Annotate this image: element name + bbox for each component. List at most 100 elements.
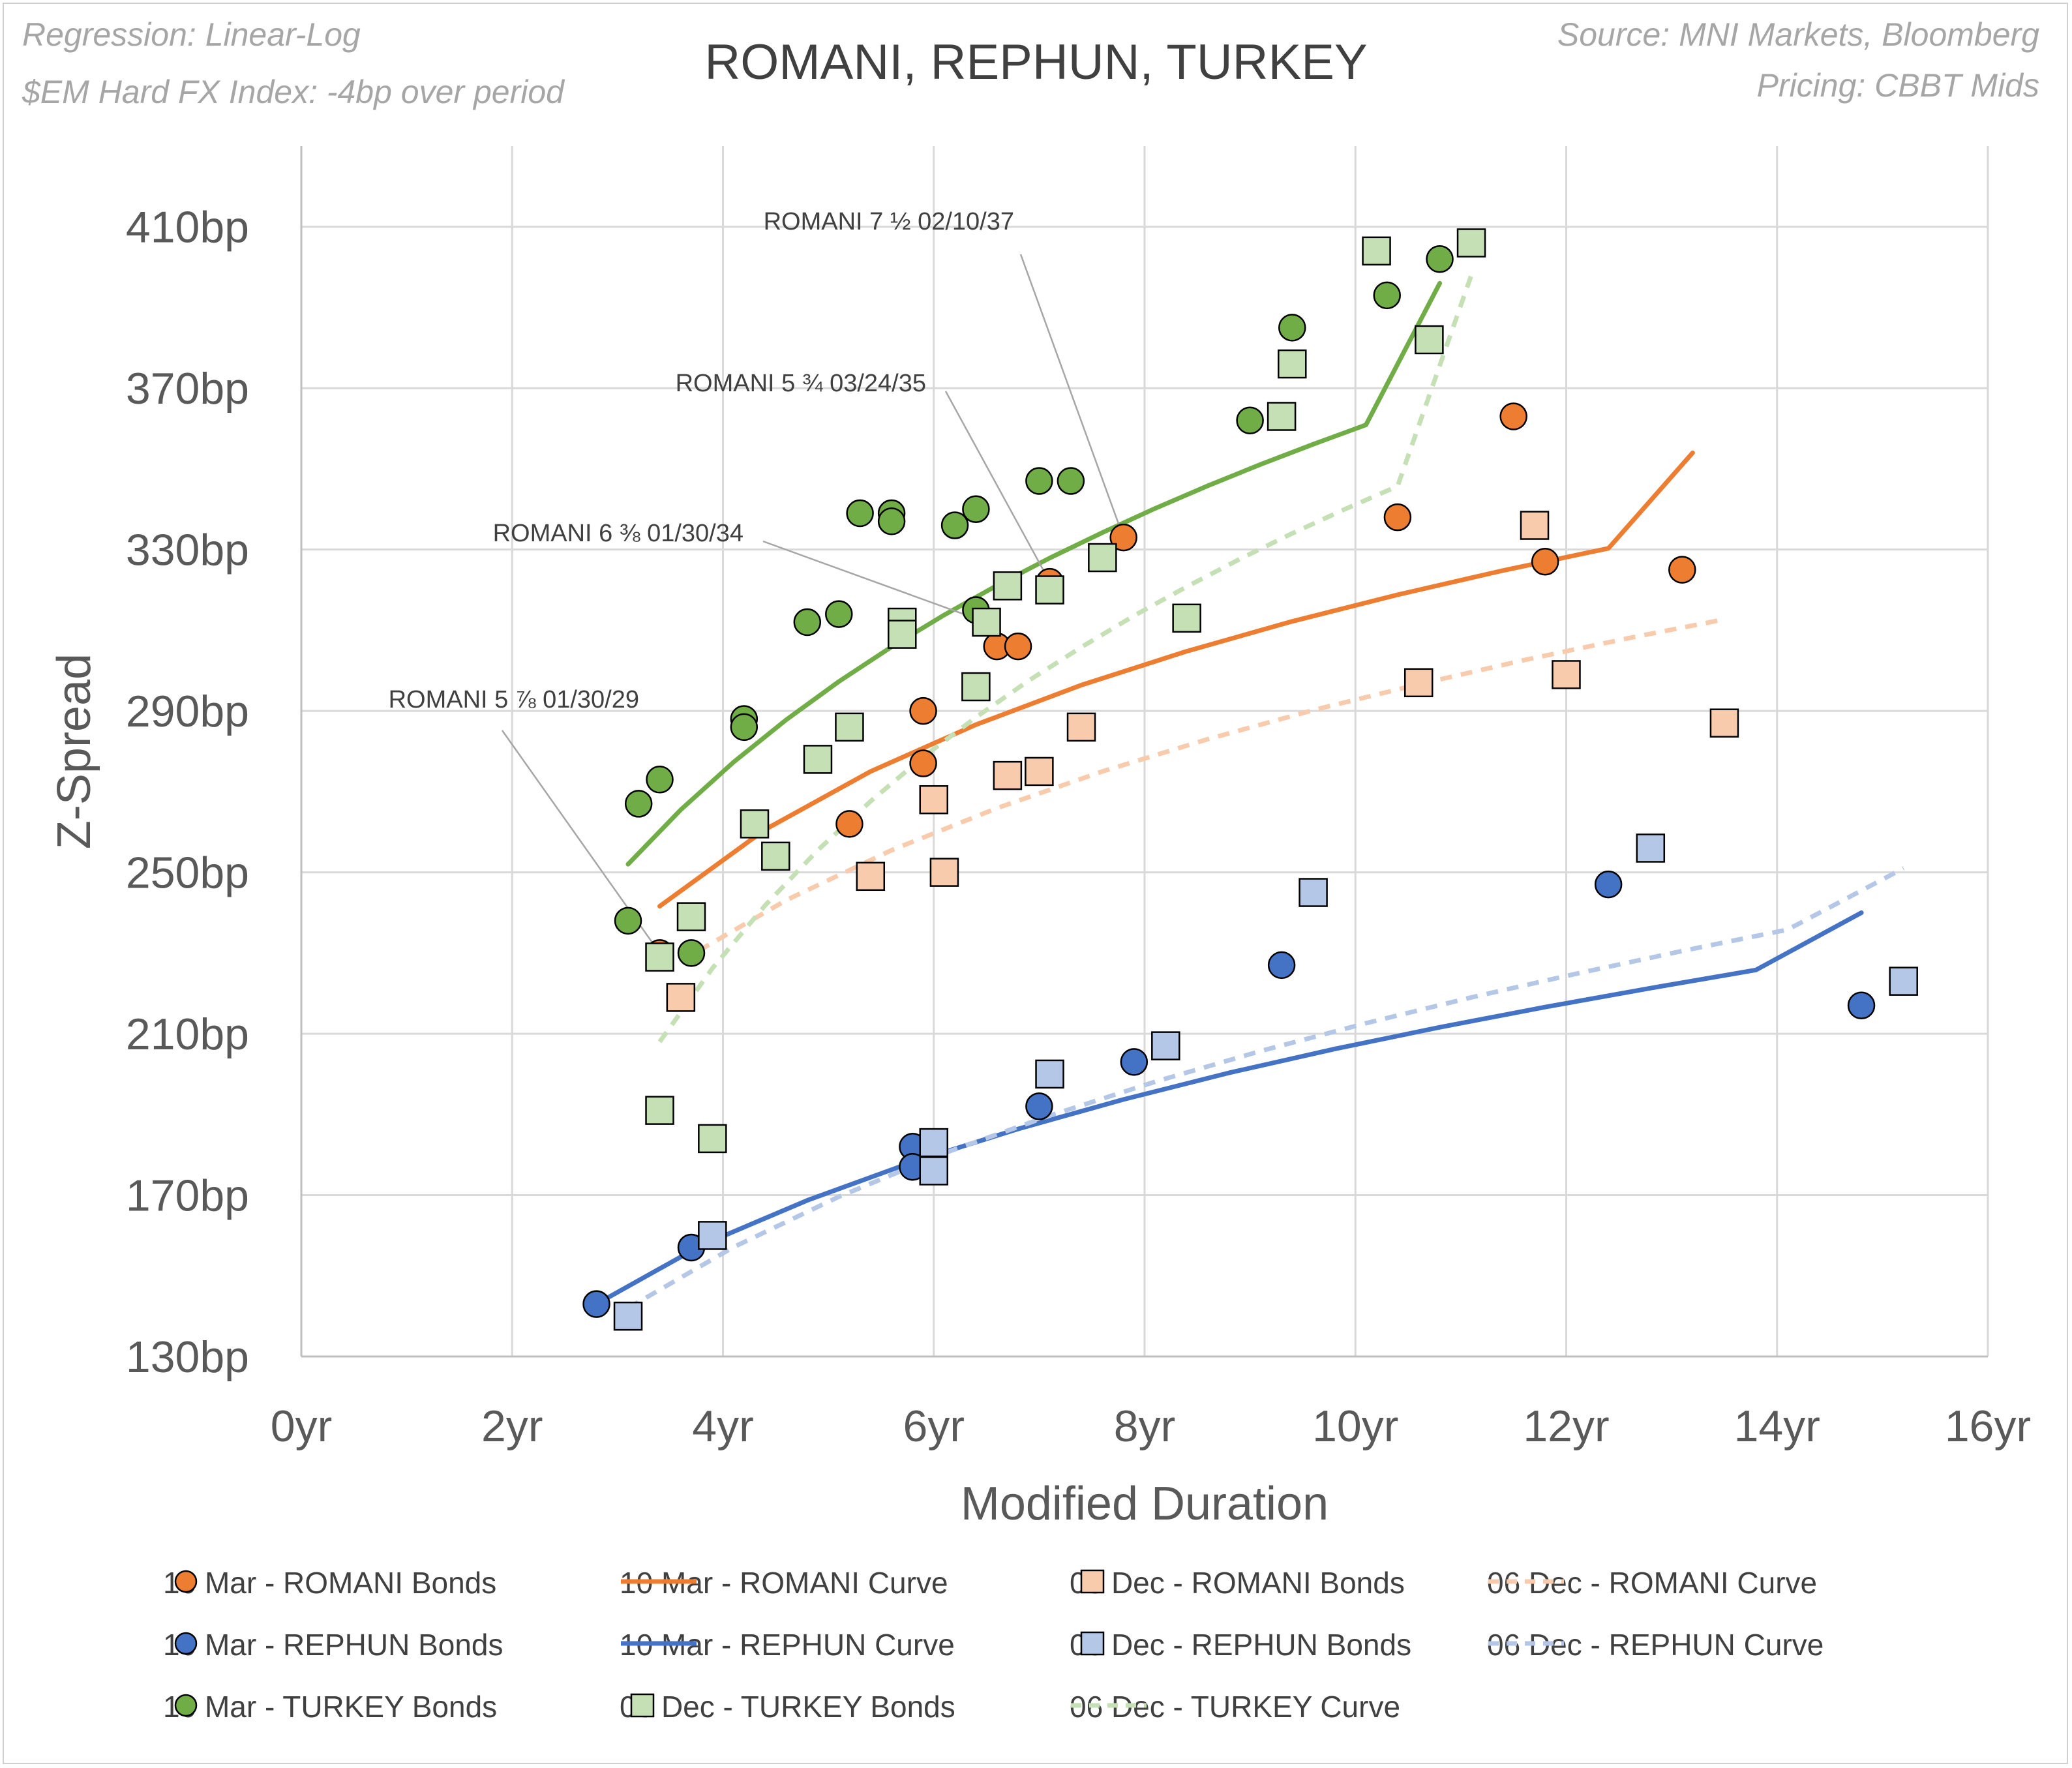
y-tick-label: 370bp: [126, 364, 249, 413]
turkey_mar-bond-point: [825, 600, 853, 628]
annotation: ROMANI 6 ⅜ 01/30/34: [493, 520, 998, 627]
turkey_dec-bond-point: [888, 620, 917, 649]
romani_mar-bond-point: [1499, 402, 1527, 430]
legend-item: 06 Dec - ROMANI Curve: [1487, 1565, 1817, 1600]
turkey_mar-bond-point: [1278, 314, 1306, 342]
legend-label: 06 Dec - TURKEY Curve: [1070, 1690, 1401, 1724]
turkey_dec-bond-point: [835, 712, 864, 742]
turkey_dec-bond-point: [1362, 236, 1391, 266]
turkey_mar-curve-line: [625, 280, 1443, 867]
rephun_mar-curve-line: [594, 910, 1864, 1307]
turkey_dec-bond-point: [993, 571, 1023, 601]
turkey_dec-bond-point: [972, 607, 1001, 637]
romani_mar-bond-point: [835, 810, 863, 838]
legend-symbol: [630, 1693, 655, 1718]
romani_mar-bond-point: [1004, 632, 1032, 661]
annotation-leader: [1019, 254, 1124, 538]
turkey_mar-bond-point: [877, 507, 906, 535]
romani_mar-bond-point: [1109, 523, 1137, 552]
annotation: ROMANI 5 ¾ 03/24/35: [676, 370, 1051, 582]
regression-note: Regression: Linear-Log: [22, 16, 361, 53]
legend-symbol: [621, 1579, 697, 1584]
turkey_mar-bond-point: [1373, 281, 1401, 310]
turkey_mar-bond-point: [793, 608, 822, 637]
annotation-leader: [944, 391, 1051, 582]
legend-symbol: [1071, 1703, 1147, 1708]
turkey_dec-bond-point: [1456, 228, 1486, 258]
legend-item: 10 Mar - TURKEY Bonds: [163, 1689, 497, 1724]
x-tick-label: 0yr: [271, 1401, 332, 1451]
turkey_mar-bond-point: [962, 495, 990, 524]
turkey_dec-bond-point: [645, 1096, 674, 1125]
rephun_mar-bond-point: [1847, 991, 1876, 1020]
grid-lines: [301, 146, 1989, 1356]
rephun_mar-bond-point: [1267, 951, 1296, 980]
y-tick-label: 170bp: [126, 1171, 249, 1221]
legend-symbol: [174, 1632, 198, 1655]
x-tick-label: 10yr: [1312, 1401, 1398, 1451]
rephun_dec-bond-point: [919, 1128, 948, 1158]
turkey_dec-bond-point: [676, 902, 706, 931]
legend-label: 06 Dec - TURKEY Bonds: [620, 1690, 955, 1724]
romani_dec-bond-point: [919, 785, 948, 815]
legend-item: 06 Dec - TURKEY Curve: [1070, 1689, 1400, 1724]
romani_dec-bond-point: [1709, 708, 1739, 738]
legend-symbol: [1488, 1579, 1564, 1584]
rephun_dec-bond-point: [698, 1221, 727, 1250]
legend-marker: [174, 1632, 198, 1655]
annotation-leader: [762, 540, 998, 627]
legend-symbol: [174, 1694, 198, 1717]
turkey_mar-bond-point: [1057, 467, 1085, 495]
rephun_mar-bond-point: [1025, 1092, 1053, 1120]
romani_dec-bond-point: [1520, 511, 1550, 540]
rephun_mar-bond-point: [582, 1290, 610, 1318]
romani_dec-bond-point: [666, 983, 696, 1012]
chart-title: ROMANI, REPHUN, TURKEY: [704, 35, 1368, 90]
rephun_dec-bond-point: [1151, 1031, 1180, 1060]
turkey_dec-bond-point: [1088, 543, 1117, 573]
romani_mar-bond-point: [909, 749, 937, 777]
legend-item: 10 Mar - ROMANI Curve: [620, 1565, 948, 1600]
legend-marker: [174, 1570, 198, 1593]
pricing-note: Pricing: CBBT Mids: [1756, 67, 2039, 104]
x-tick-label: 12yr: [1523, 1401, 1609, 1451]
romani_mar-bond-point: [1531, 547, 1559, 576]
rephun_dec-bond-point: [1299, 878, 1328, 907]
legend-symbol: [621, 1641, 697, 1646]
legend-item: 06 Dec - REPHUN Curve: [1487, 1627, 1824, 1662]
x-tick-label: 6yr: [903, 1401, 965, 1451]
annotation-label: ROMANI 5 ¾ 03/24/35: [676, 370, 926, 397]
legend-symbol: [174, 1570, 198, 1593]
y-axis-title: Z-Spread: [48, 653, 100, 849]
romani_dec-bond-point: [856, 862, 886, 891]
legend-label: 10 Mar - REPHUN Bonds: [163, 1628, 503, 1662]
annotation: ROMANI 5 ⅞ 01/30/29: [389, 686, 661, 954]
turkey_dec-bond-point: [803, 745, 833, 774]
y-tick-label: 250bp: [126, 848, 249, 898]
x-axis-title: Modified Duration: [961, 1478, 1329, 1530]
turkey_dec-bond-point: [1278, 349, 1307, 379]
annotation-label: ROMANI 7 ½ 02/10/37: [764, 208, 1014, 235]
source-note: Source: MNI Markets, Bloomberg: [1557, 16, 2039, 53]
legend-label: 06 Dec - ROMANI Curve: [1487, 1566, 1818, 1600]
rephun_dec-bond-point: [1889, 966, 1918, 996]
y-tick-label: 330bp: [126, 526, 249, 575]
romani_dec-bond-point: [1552, 660, 1581, 689]
romani_dec-bond-point: [1066, 712, 1096, 742]
turkey_dec-bond-point: [1035, 575, 1064, 605]
rephun_dec-curve-line: [627, 866, 1905, 1310]
legend-label: 10 Mar - TURKEY Bonds: [163, 1690, 498, 1724]
turkey_mar-bond-point: [614, 906, 642, 935]
legend-symbol: [1080, 1569, 1105, 1594]
romani_mar-bond-point: [1668, 556, 1696, 584]
x-tick-label: 4yr: [692, 1401, 753, 1451]
turkey_mar-bond-point: [624, 790, 653, 818]
y-tick-label: 290bp: [126, 687, 249, 736]
legend-marker: [1080, 1631, 1105, 1656]
x-tick-label: 2yr: [481, 1401, 543, 1451]
turkey_mar-bond-point: [1236, 406, 1264, 434]
legend-item: 06 Dec - TURKEY Bonds: [620, 1689, 955, 1724]
y-tick-label: 410bp: [126, 203, 249, 252]
legend-item: 10 Mar - REPHUN Bonds: [163, 1627, 503, 1662]
